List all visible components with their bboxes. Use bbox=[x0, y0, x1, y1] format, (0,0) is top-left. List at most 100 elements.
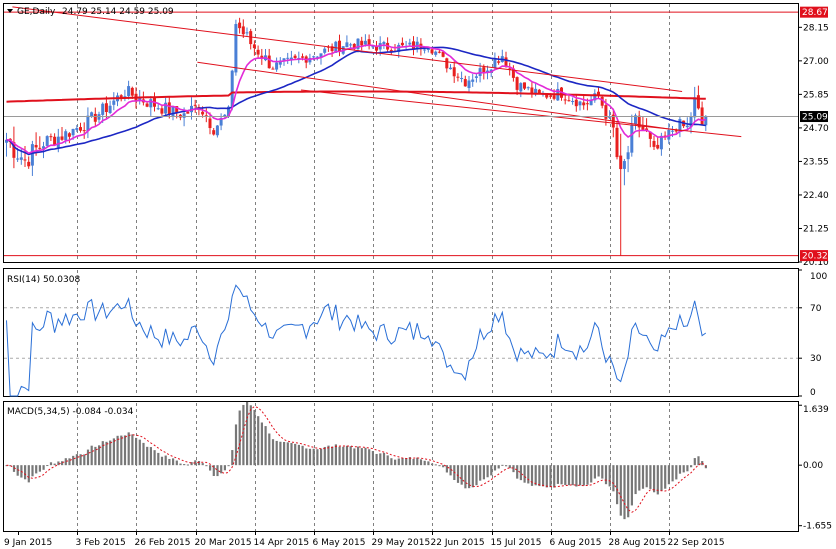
macd-bar bbox=[560, 465, 563, 485]
candle-body bbox=[704, 116, 708, 126]
macd-bar bbox=[98, 445, 101, 466]
candle-body bbox=[423, 49, 427, 51]
macd-bar bbox=[179, 463, 182, 466]
candle-body bbox=[382, 42, 386, 45]
macd-bar bbox=[138, 439, 141, 466]
macd-pane-frame bbox=[3, 401, 799, 532]
candle-body bbox=[23, 159, 27, 161]
macd-bar bbox=[423, 460, 426, 466]
macd-bar bbox=[638, 465, 641, 491]
rsi-pane-frame bbox=[3, 268, 799, 397]
macd-bar bbox=[590, 465, 593, 483]
macd-bar bbox=[438, 465, 441, 467]
macd-bar bbox=[64, 458, 67, 466]
macd-bar bbox=[342, 446, 345, 466]
candle-body bbox=[145, 103, 149, 107]
macd-bar bbox=[401, 457, 404, 466]
resistance-price-tag: 28.67 bbox=[802, 8, 828, 18]
symbol-label[interactable]: GE,Daily bbox=[17, 7, 56, 17]
macd-bar bbox=[664, 465, 667, 489]
candle-body bbox=[223, 114, 227, 117]
macd-bar bbox=[623, 465, 626, 520]
rsi-label: 100 bbox=[810, 272, 827, 282]
candle-body bbox=[119, 95, 123, 98]
macd-pane bbox=[5, 401, 707, 520]
macd-bar bbox=[35, 465, 38, 474]
candle-body bbox=[408, 42, 412, 45]
macd-bar bbox=[131, 434, 134, 466]
candle-body bbox=[167, 102, 171, 115]
candle-body bbox=[548, 95, 552, 97]
macd-bar bbox=[190, 462, 193, 466]
macd-bar bbox=[604, 465, 608, 485]
channel-upper-line[interactable] bbox=[12, 6, 683, 92]
candle-body bbox=[452, 67, 456, 77]
macd-bar bbox=[175, 460, 178, 466]
candle-body bbox=[252, 44, 256, 49]
candle-body bbox=[227, 106, 230, 117]
candle-body bbox=[445, 58, 449, 69]
candle-body bbox=[515, 77, 519, 90]
candle-body bbox=[49, 136, 53, 138]
macd-bar bbox=[375, 453, 378, 466]
candle-body bbox=[289, 57, 293, 60]
macd-bar bbox=[201, 463, 204, 466]
macd-bar bbox=[567, 465, 571, 486]
macd-bar bbox=[593, 465, 596, 479]
symbol-dropdown-icon[interactable] bbox=[7, 9, 13, 13]
time-label: 26 Feb 2015 bbox=[135, 538, 191, 548]
candle-body bbox=[659, 135, 663, 150]
candle-body bbox=[71, 128, 75, 136]
support-price-tag: 20.32 bbox=[802, 252, 828, 262]
macd-bar bbox=[390, 458, 393, 466]
candle-body bbox=[371, 46, 375, 48]
candle-body bbox=[674, 130, 678, 132]
macd-bar bbox=[79, 454, 82, 466]
candle-body bbox=[79, 127, 82, 131]
candle-body bbox=[696, 95, 700, 109]
channel-lower-line[interactable] bbox=[300, 89, 742, 138]
macd-bar bbox=[57, 461, 60, 466]
macd-bar bbox=[153, 450, 156, 466]
macd-bar bbox=[431, 463, 434, 466]
candle-body bbox=[426, 48, 430, 51]
macd-bar bbox=[327, 445, 330, 466]
macd-bar bbox=[493, 465, 497, 471]
macd-bar bbox=[460, 465, 463, 485]
macd-bar bbox=[42, 465, 45, 470]
macd-bar bbox=[379, 453, 382, 466]
macd-bar bbox=[116, 435, 119, 466]
ohlc-readout: 24.79 25.14 24.59 25.09 bbox=[62, 7, 174, 17]
macd-bar bbox=[597, 465, 600, 477]
macd-bar bbox=[442, 465, 445, 468]
candle-body bbox=[101, 103, 105, 115]
macd-bar bbox=[678, 465, 682, 474]
ma-slow-line bbox=[6, 46, 706, 156]
candle-body bbox=[582, 102, 586, 106]
macd-bar bbox=[686, 465, 689, 472]
candle-body bbox=[138, 97, 142, 101]
candle-body bbox=[171, 105, 175, 116]
candle-body bbox=[693, 97, 697, 118]
macd-bar bbox=[349, 446, 352, 466]
macd-bar bbox=[227, 465, 230, 467]
candle-body bbox=[75, 128, 79, 130]
price-pane bbox=[4, 6, 798, 257]
candle-body bbox=[301, 56, 304, 58]
channel-mid-line[interactable] bbox=[197, 61, 683, 132]
macd-bar bbox=[90, 445, 93, 466]
time-label: 22 Sep 2015 bbox=[668, 538, 725, 548]
macd-bar bbox=[123, 435, 127, 466]
candle-body bbox=[234, 24, 238, 73]
current-price-tag: 25.09 bbox=[802, 113, 828, 123]
macd-bar bbox=[634, 465, 637, 495]
candle-body bbox=[45, 136, 49, 146]
time-label: 3 Feb 2015 bbox=[76, 538, 126, 548]
macd-bar bbox=[312, 448, 315, 466]
macd-bar bbox=[323, 446, 326, 466]
candle-body bbox=[38, 147, 42, 149]
candle-body bbox=[689, 116, 693, 128]
macd-bar bbox=[257, 416, 260, 466]
candle-body bbox=[652, 140, 656, 147]
